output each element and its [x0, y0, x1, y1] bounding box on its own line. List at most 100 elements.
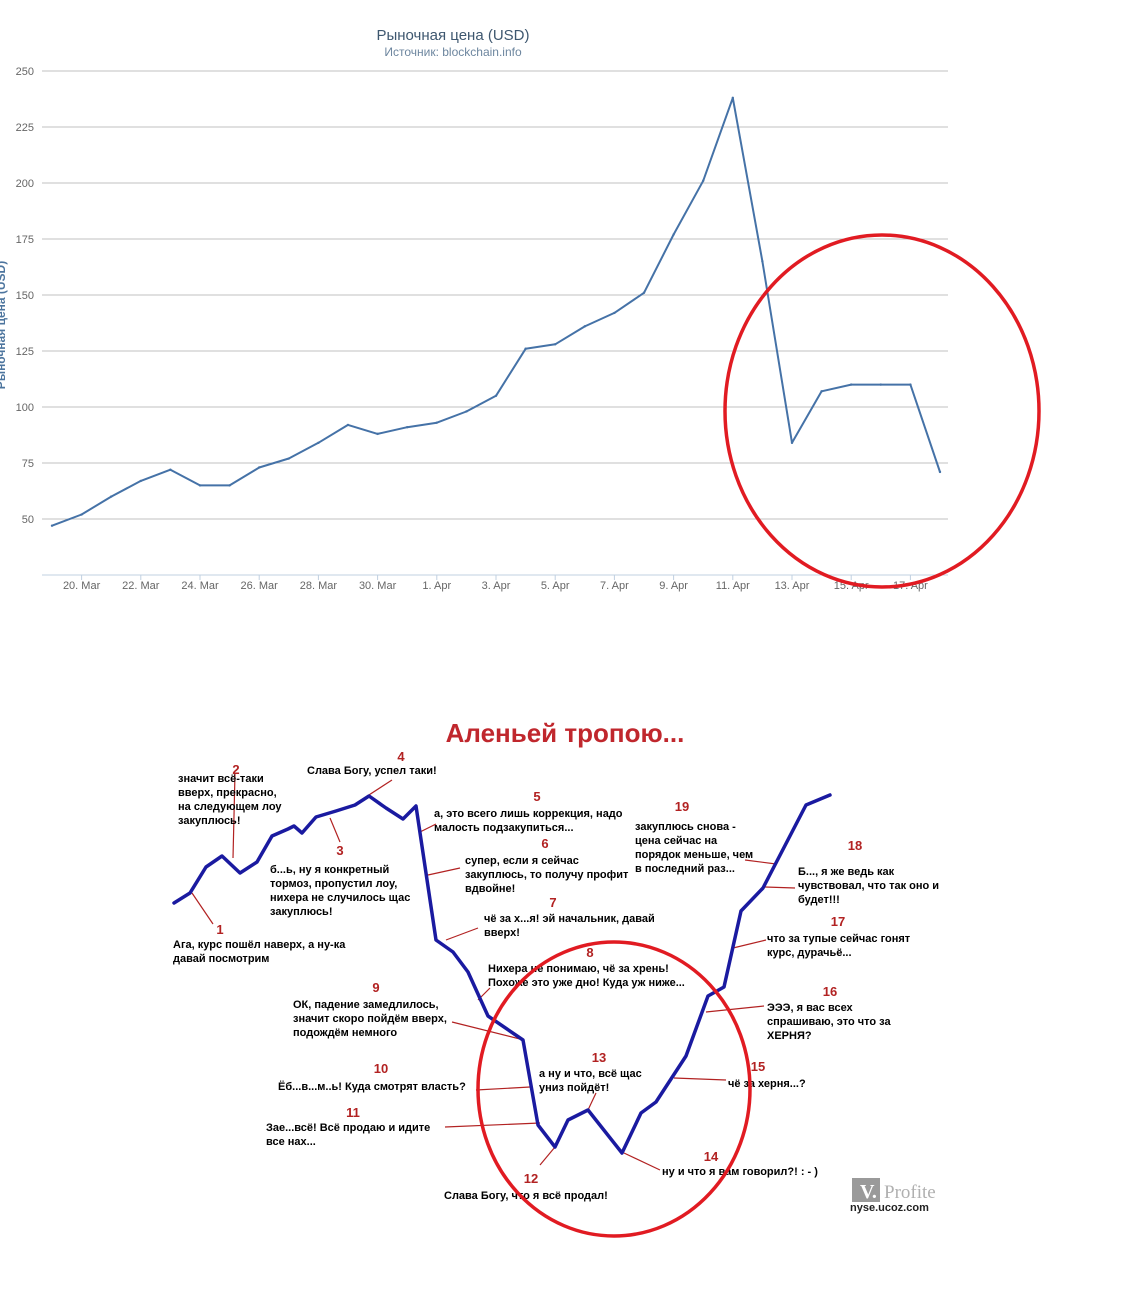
- x-tick-label: 24. Mar: [181, 580, 219, 592]
- annotation-1: 1 Ага, курс пошёл наверх, а ну-ка давай по…: [173, 922, 346, 965]
- annotation-number: 1: [216, 922, 223, 937]
- data-point: [465, 410, 468, 413]
- data-point: [139, 479, 142, 483]
- data-point: [938, 470, 942, 474]
- annotation-number: 19: [675, 799, 689, 814]
- annotation-text: супер, если я сейчас закуплюсь, то получу…: [465, 855, 629, 895]
- chart-subtitle: Источник: blockchain.info: [384, 45, 522, 59]
- data-point: [642, 291, 646, 294]
- y-tick-label: 175: [16, 234, 34, 246]
- watermark-logo-box: [852, 1178, 880, 1202]
- data-point: [672, 233, 675, 236]
- y-tick-label: 150: [16, 290, 34, 302]
- annotation-number: 18: [848, 838, 862, 853]
- price-points: [50, 96, 942, 527]
- x-tick-label: 1. Apr: [422, 580, 451, 592]
- data-point: [702, 179, 705, 182]
- annotation-text: значит всё-таки вверх, прекрасно, на следу…: [178, 773, 282, 827]
- y-tick-label: 200: [16, 178, 34, 190]
- annotation-number: 17: [831, 914, 845, 929]
- y-tick-label: 50: [22, 514, 34, 526]
- x-tick-label: 22. Mar: [122, 580, 160, 592]
- data-point: [761, 260, 764, 263]
- annotation-text: Ага, курс пошёл наверх, а ну-ка давай пос…: [173, 939, 346, 965]
- data-point: [820, 390, 823, 393]
- annotation-text: Слава Богу, что я всё продал!: [444, 1190, 608, 1202]
- watermark: V. Profite nyse.ucoz.com: [850, 1178, 936, 1214]
- annotation-number: 3: [336, 843, 343, 858]
- data-point: [583, 325, 586, 328]
- annotation-number: 9: [372, 980, 379, 995]
- meme-title: Аленьей тропою...: [446, 718, 685, 748]
- x-tick-label: 28. Mar: [300, 580, 338, 592]
- watermark-brand: Profite: [884, 1182, 936, 1203]
- meme-price-line: [172, 793, 832, 1155]
- annotation-text: а, это всего лишь коррекция, надо малость…: [434, 808, 623, 834]
- annotation-number: 5: [533, 789, 540, 804]
- y-tick-label: 250: [16, 66, 34, 78]
- annotation-number: 8: [586, 945, 593, 960]
- data-point: [494, 394, 498, 397]
- data-point: [613, 311, 616, 315]
- price-chart: 50 75 100 125 150 175 200 225 250 20. Mar 22. Mar…: [0, 27, 1041, 592]
- annotation-text: ЭЭЭ, я вас всех спрашиваю, это что за ХЕРН…: [767, 1002, 891, 1042]
- annotation-number: 13: [592, 1050, 606, 1065]
- data-point: [80, 513, 83, 516]
- annotation-text: а ну и что, всё щас униз пойдёт!: [539, 1068, 642, 1094]
- y-axis-label: Рыночная цена (USD): [0, 261, 8, 389]
- data-point: [731, 96, 734, 100]
- annotation-12: 12 Слава Богу, что я всё продал!: [444, 1171, 608, 1202]
- data-point: [554, 343, 557, 346]
- x-tick-label: 20. Mar: [63, 580, 101, 592]
- annotation-5: 5 а, это всего лишь коррекция, надо малост…: [434, 789, 623, 834]
- annotation-text: Слава Богу, успел таки!: [307, 765, 437, 777]
- watermark-logo-letter: V.: [860, 1181, 877, 1203]
- data-point: [850, 383, 853, 386]
- annotation-9: 9 ОК, падение замедлилось, значит скоро по…: [293, 980, 447, 1039]
- data-point: [524, 347, 527, 350]
- leader-lines: [191, 772, 796, 1171]
- annotation-3: 3 б...ь, ну я конкретный тормоз, пропустил…: [270, 843, 410, 918]
- annotation-text: чё за херня...?: [728, 1078, 806, 1090]
- annotation-number: 14: [704, 1149, 719, 1164]
- annotation-7: 7 чё за х...я! эй начальник, давай вверх!: [484, 895, 655, 939]
- annotation-16: 16 ЭЭЭ, я вас всех спрашиваю, это что за ХЕ…: [767, 984, 891, 1042]
- data-point: [258, 466, 261, 469]
- y-tick-labels: 50 75 100 125 150 175 200 225 250: [16, 66, 34, 526]
- x-tick-label: 5. Apr: [541, 580, 570, 592]
- x-tick-label: 26. Mar: [241, 580, 279, 592]
- annotation-number: 11: [346, 1105, 360, 1120]
- data-point: [198, 484, 202, 487]
- annotation-text: б...ь, ну я конкретный тормоз, пропустил …: [270, 864, 410, 918]
- data-point: [790, 441, 794, 445]
- data-point: [317, 441, 320, 445]
- x-tick-label: 7. Apr: [600, 580, 629, 592]
- data-point: [879, 383, 882, 386]
- annotation-text: чё за х...я! эй начальник, давай вверх!: [484, 913, 655, 939]
- annotation-17: 17 что за тупые сейчас гонят курс, дурачьё…: [767, 914, 911, 959]
- annotation-6: 6 супер, если я сейчас закуплюсь, то получ…: [465, 836, 629, 895]
- x-tick-label: 9. Apr: [659, 580, 688, 592]
- y-tick-label: 125: [16, 346, 34, 358]
- highlight-circle-top: [723, 233, 1041, 589]
- annotations: 1 Ага, курс пошёл наверх, а ну-ка давай по…: [173, 749, 939, 1202]
- data-point: [376, 432, 379, 436]
- y-tick-label: 100: [16, 402, 34, 414]
- annotation-14: 14 ну и что я вам говорил?! : - ): [662, 1149, 818, 1178]
- annotation-13: 13 а ну и что, всё щас униз пойдёт!: [539, 1050, 642, 1094]
- annotation-text: закуплюсь снова -цена сейчас на порядок м…: [635, 821, 753, 875]
- data-point: [228, 484, 231, 487]
- y-tick-label: 75: [22, 458, 34, 470]
- annotation-number: 12: [524, 1171, 538, 1186]
- x-tick-label: 13. Apr: [775, 580, 810, 592]
- data-point: [169, 468, 172, 471]
- annotation-19: 19 закуплюсь снова -цена сейчас на порядок…: [635, 799, 753, 875]
- y-tick-label: 225: [16, 122, 34, 134]
- data-point: [909, 383, 912, 386]
- annotation-text: ну и что я вам говорил?! : - ): [662, 1166, 818, 1178]
- data-point: [346, 423, 350, 427]
